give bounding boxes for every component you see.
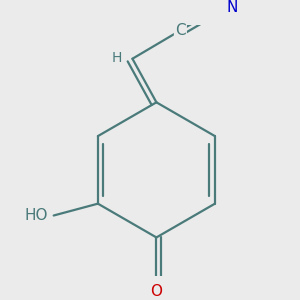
Text: N: N — [226, 0, 238, 15]
Text: O: O — [150, 284, 162, 299]
Text: C: C — [175, 23, 186, 38]
Text: HO: HO — [25, 208, 48, 223]
Text: H: H — [111, 51, 122, 64]
